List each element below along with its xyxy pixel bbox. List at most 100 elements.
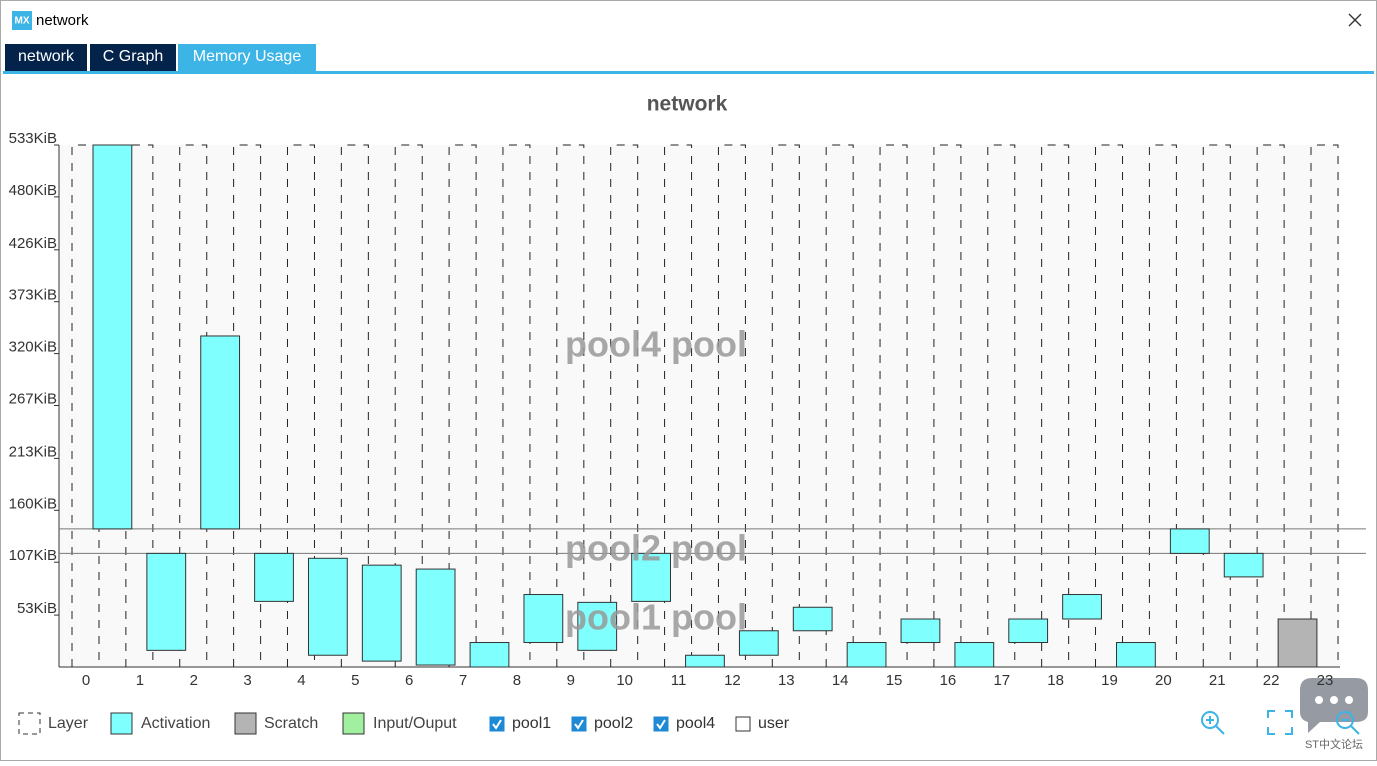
x-tick-label: 1 [136, 672, 144, 689]
layer-box [1310, 144, 1339, 667]
pool-checkbox-label: user [758, 715, 790, 732]
legend-label: Scratch [264, 715, 318, 732]
zoom-fit[interactable] [1267, 710, 1293, 735]
check-mark [574, 719, 584, 730]
memory-bar [361, 564, 402, 662]
memory-bar [307, 557, 348, 656]
memory-bar [92, 144, 133, 530]
pool-label: pool4 pool [565, 323, 747, 364]
memory-bar [200, 335, 241, 530]
layer-box [556, 144, 585, 667]
x-tick-label: 20 [1155, 672, 1172, 689]
y-tick-label: 320KiB [9, 339, 57, 356]
x-tick-label: 10 [616, 672, 633, 689]
x-tick-label: 22 [1263, 672, 1280, 689]
layer-box [286, 144, 315, 667]
layer-box [987, 144, 1016, 667]
memory-bar [1277, 618, 1318, 668]
zoom-out[interactable] [1336, 711, 1354, 729]
memory-bar [1008, 618, 1049, 644]
x-tick-label: 6 [405, 672, 413, 689]
x-tick-label: 2 [190, 672, 198, 689]
zoom-out-glyph [1341, 719, 1360, 735]
pool-checkbox[interactable] [571, 716, 587, 732]
memory-bar [685, 654, 725, 668]
y-tick-label: 426KiB [9, 235, 57, 252]
x-tick-label: 15 [886, 672, 903, 689]
pool-checkbox-label: pool4 [676, 715, 715, 732]
layer-box [502, 144, 531, 667]
pool-label: pool1 pool [565, 597, 747, 638]
zoom-controls: ST中文论坛 [1201, 678, 1368, 751]
pool-checkbox-label: pool1 [512, 715, 551, 732]
watermark-dot [1345, 696, 1353, 704]
x-tick-label: 14 [832, 672, 849, 689]
chart-title: network [647, 93, 728, 116]
layer-box [717, 144, 746, 667]
x-tick-label: 17 [993, 672, 1010, 689]
x-tick-label: 11 [671, 672, 687, 689]
x-tick-label: 23 [1317, 672, 1334, 689]
layer-box [179, 144, 208, 667]
app-icon [12, 11, 32, 30]
close-button[interactable] [1348, 13, 1362, 27]
zoom-in[interactable] [1201, 711, 1219, 729]
layer-box [1148, 144, 1177, 667]
memory-bar [900, 618, 941, 644]
pool-checkbox[interactable] [653, 716, 669, 732]
layer-box [879, 144, 908, 667]
y-tick-label: 53KiB [17, 600, 57, 617]
check-mark [656, 719, 666, 730]
zoom-in-glyph [1206, 716, 1225, 735]
layer-box [448, 144, 477, 667]
watermark-bubble [1300, 678, 1368, 733]
memory-bar [146, 552, 187, 651]
x-tick-label: 16 [940, 672, 957, 689]
pool-checkbox[interactable] [735, 716, 751, 732]
x-tick-label: 13 [778, 672, 795, 689]
layer-box [394, 144, 423, 667]
memory-bar [1116, 642, 1156, 668]
legend-swatch [110, 712, 133, 735]
pool-checkbox-label: pool2 [594, 715, 633, 732]
y-tick-label: 267KiB [9, 390, 57, 407]
watermark-dot [1330, 696, 1338, 704]
legend-swatch [234, 712, 257, 735]
layer-box [825, 144, 854, 667]
memory-bar [954, 642, 995, 668]
layer-box [340, 144, 369, 667]
x-tick-label: 3 [243, 672, 251, 689]
tab[interactable] [178, 44, 316, 71]
x-tick-label: 8 [513, 672, 521, 689]
y-tick-label: 213KiB [9, 443, 57, 460]
x-tick-label: 19 [1101, 672, 1118, 689]
layer-box [1202, 144, 1231, 667]
tab-label: C Graph [103, 48, 163, 65]
x-tick-label: 0 [82, 672, 90, 689]
watermark-dot [1315, 696, 1323, 704]
pool-label: pool2 pool [565, 528, 747, 569]
watermark: ST中文论坛 [1305, 737, 1363, 751]
legend-label: Activation [141, 715, 210, 732]
app-icon-text: MX [15, 16, 30, 27]
tab[interactable] [90, 44, 176, 71]
tab-label: Memory Usage [193, 48, 302, 65]
y-tick-label: 373KiB [9, 287, 57, 304]
layer-box [71, 144, 100, 667]
pool-checkbox[interactable] [489, 716, 505, 732]
x-tick-label: 12 [724, 672, 741, 689]
memory-bar [792, 606, 833, 632]
x-tick-label: 7 [459, 672, 467, 689]
y-tick-label: 160KiB [9, 495, 57, 512]
layer-box [610, 144, 639, 667]
legend-label: Input/Ouput [373, 715, 457, 732]
memory-bar [415, 568, 456, 666]
tab[interactable] [5, 44, 87, 71]
layer-box [664, 144, 693, 667]
y-tick-label: 533KiB [9, 130, 57, 147]
layer-box [1041, 144, 1070, 667]
legend-swatch [342, 712, 365, 735]
x-tick-label: 18 [1047, 672, 1064, 689]
tab-underline [3, 71, 1374, 74]
